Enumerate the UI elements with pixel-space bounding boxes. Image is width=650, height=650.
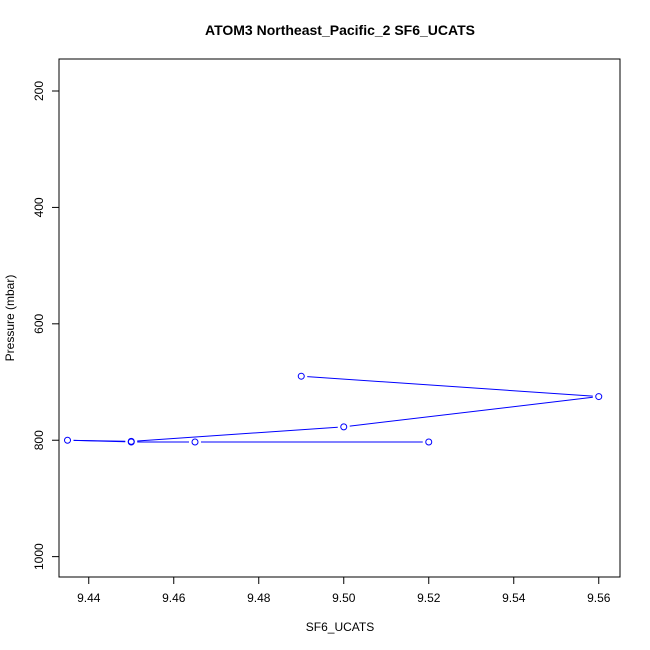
x-tick-label: 9.54 — [502, 591, 526, 605]
y-tick-label: 1000 — [32, 543, 46, 570]
series-segment — [73, 439, 126, 443]
data-point — [127, 438, 135, 446]
data-point — [297, 372, 305, 380]
series-segment — [349, 396, 593, 427]
x-axis: 9.44 9.46 9.48 9.50 9.52 9.54 9.56 — [77, 576, 611, 605]
y-tick-label: 600 — [32, 313, 46, 333]
x-axis-label: SF6_UCATS — [306, 620, 374, 634]
x-tick-label: 9.48 — [247, 591, 271, 605]
data-point — [340, 423, 348, 431]
x-tick-label: 9.52 — [417, 591, 441, 605]
series-layer — [64, 372, 603, 446]
x-tick-label: 9.56 — [587, 591, 611, 605]
data-point — [425, 438, 433, 446]
y-tick-label: 400 — [32, 197, 46, 217]
y-tick-label: 800 — [32, 430, 46, 450]
x-tick-label: 9.46 — [162, 591, 186, 605]
chart-title: ATOM3 Northeast_Pacific_2 SF6_UCATS — [205, 22, 475, 38]
data-point — [191, 438, 199, 446]
data-point — [595, 393, 603, 401]
x-tick-label: 9.50 — [332, 591, 356, 605]
y-axis-label: Pressure (mbar) — [3, 275, 17, 362]
x-tick-label: 9.44 — [77, 591, 101, 605]
series-segment — [137, 426, 338, 442]
y-tick-label: 200 — [32, 81, 46, 101]
y-axis: 200 400 600 800 1000 — [32, 81, 60, 570]
series-segment — [307, 376, 593, 397]
data-point — [64, 436, 71, 444]
